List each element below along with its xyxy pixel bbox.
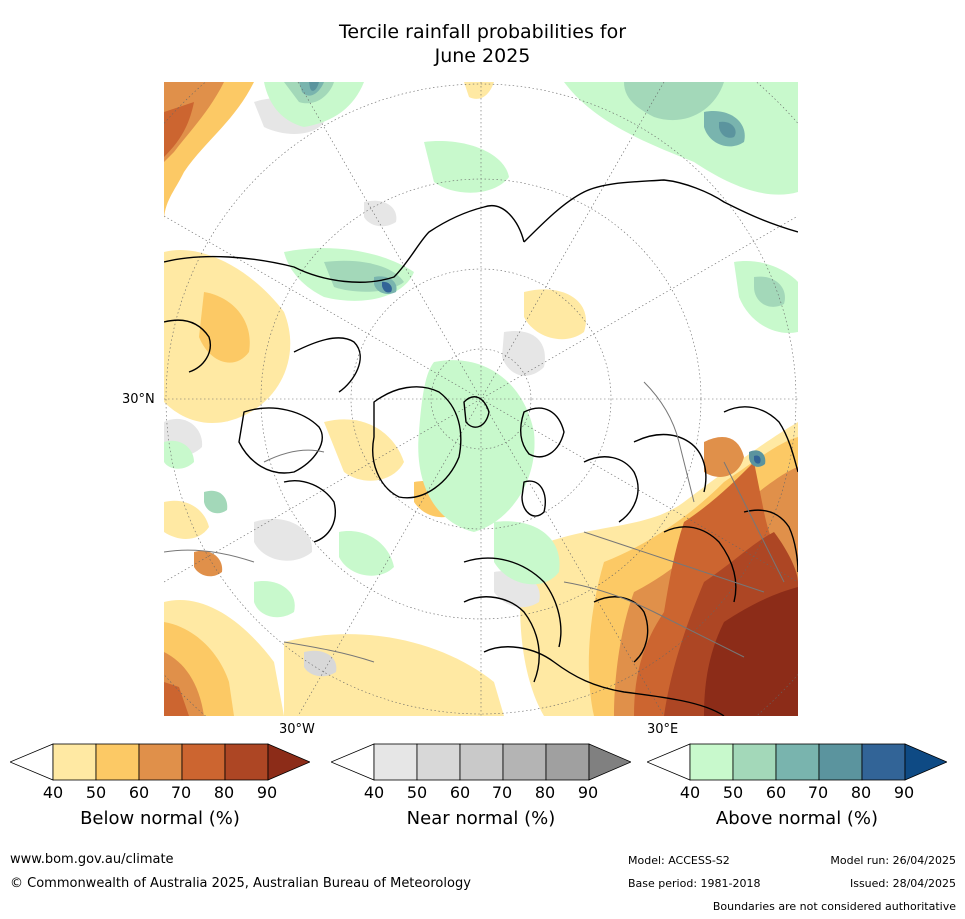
footer-disclaimer: Boundaries are not considered authoritat… — [712, 900, 956, 913]
colorbar-swatch — [459, 743, 504, 781]
map-title: Tercile rainfall probabilities for June … — [0, 20, 965, 68]
colorbar-near-normal: 40 50 60 70 80 90 Near normal (%) — [331, 743, 631, 853]
colorbar-swatch — [775, 743, 820, 781]
coastlines — [164, 179, 798, 716]
lat-label-30n: 30°N — [122, 392, 155, 407]
colorbar-swatch — [138, 743, 183, 781]
colorbar-above-normal: 40 50 60 70 80 90 Above normal (%) — [647, 743, 947, 853]
colorbar-swatch — [502, 743, 547, 781]
title-line-2: June 2025 — [434, 45, 531, 67]
tick-above-90: 90 — [893, 783, 915, 802]
tick-near-90: 90 — [577, 783, 599, 802]
tick-near-60: 60 — [449, 783, 471, 802]
tick-above-50: 50 — [722, 783, 744, 802]
above-normal-regions — [164, 82, 798, 618]
tick-above-80: 80 — [850, 783, 872, 802]
tick-near-40: 40 — [363, 783, 385, 802]
tick-below-60: 60 — [128, 783, 150, 802]
title-line-1: Tercile rainfall probabilities for — [338, 21, 627, 43]
colorbar-swatch — [818, 743, 863, 781]
colorbar-above-normal-label: Above normal (%) — [715, 808, 879, 829]
tick-near-70: 70 — [491, 783, 513, 802]
footer-base-period: Base period: 1981-2018 — [628, 877, 761, 890]
country-borders — [164, 381, 785, 663]
lon-label-30w: 30°W — [279, 722, 315, 737]
tick-near-80: 80 — [534, 783, 556, 802]
tick-above-40: 40 — [679, 783, 701, 802]
colorbar-swatch — [732, 743, 777, 781]
colorbar-below-normal-label: Below normal (%) — [80, 808, 240, 829]
colorbar-swatch — [416, 743, 461, 781]
colorbar-swatch-low — [647, 743, 691, 781]
polar-map: 30°N 30°W 30°E — [122, 82, 798, 737]
colorbar-swatch — [52, 743, 97, 781]
tick-below-90: 90 — [256, 783, 278, 802]
tick-above-60: 60 — [765, 783, 787, 802]
colorbar-below-normal: 40 50 60 70 80 90 Below normal (%) — [10, 743, 310, 853]
footer-model-run: Model run: 26/04/2025 — [830, 854, 956, 867]
colorbar-above-normal-swatches — [647, 743, 947, 781]
colorbar-swatch-low — [331, 743, 375, 781]
colorbar-swatch — [373, 743, 418, 781]
colorbar-swatch — [689, 743, 734, 781]
colorbar-swatch-high — [904, 743, 947, 781]
tick-near-50: 50 — [406, 783, 428, 802]
colorbar-swatch-high — [588, 743, 631, 781]
colorbar-near-normal-label: Near normal (%) — [406, 808, 556, 829]
colorbar-swatch-low — [10, 743, 54, 781]
footer-issued: Issued: 28/04/2025 — [849, 877, 956, 890]
colorbar-swatch — [545, 743, 590, 781]
map-canvas — [164, 82, 798, 716]
tick-below-50: 50 — [85, 783, 107, 802]
tick-below-70: 70 — [170, 783, 192, 802]
footer-url: www.bom.gov.au/climate — [10, 852, 174, 867]
tick-above-70: 70 — [807, 783, 829, 802]
colorbar-swatch — [181, 743, 226, 781]
colorbar-swatch — [861, 743, 906, 781]
colorbar-near-normal-swatches — [331, 743, 631, 781]
colorbar-swatch — [95, 743, 140, 781]
footer-model: Model: ACCESS-S2 — [628, 854, 730, 867]
below-normal-regions — [164, 82, 798, 716]
lon-label-30e: 30°E — [647, 722, 679, 737]
colorbar-below-normal-swatches — [10, 743, 310, 781]
footer-copyright: © Commonwealth of Australia 2025, Austra… — [10, 876, 471, 891]
tick-below-80: 80 — [213, 783, 235, 802]
tick-below-40: 40 — [42, 783, 64, 802]
colorbar-swatch — [224, 743, 269, 781]
colorbar-swatch-high — [267, 743, 310, 781]
